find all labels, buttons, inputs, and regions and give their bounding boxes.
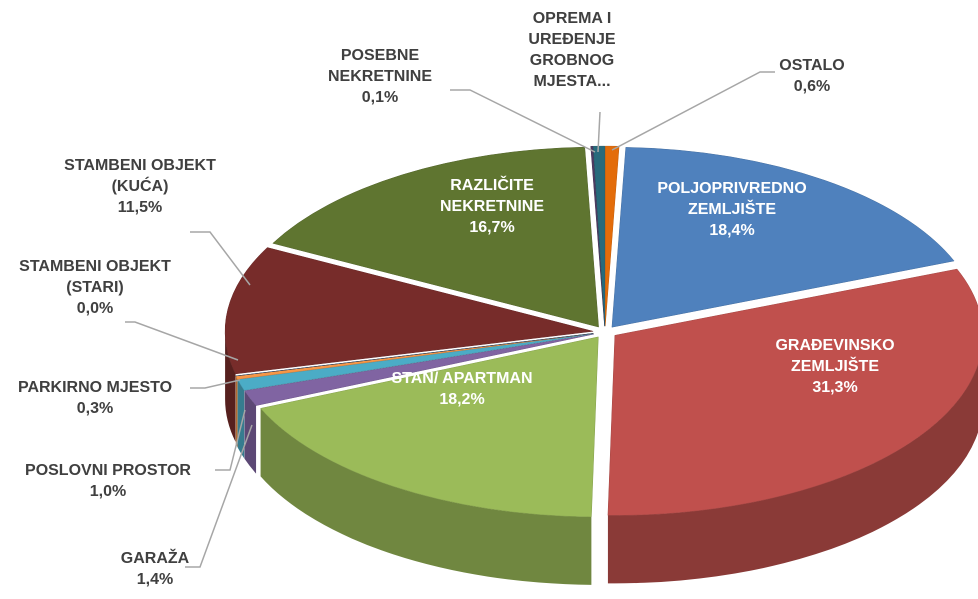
category-label: GARAŽA (120, 550, 190, 567)
slice (272, 146, 599, 328)
leader-line (190, 379, 241, 389)
leader-line (125, 321, 239, 361)
value-label: 1,0% (89, 483, 127, 500)
category-label: POSEBNE NEKRETNINE (327, 47, 432, 85)
value-label: 16,7% (469, 219, 515, 236)
category-label: OSTALO (779, 57, 845, 74)
category-label: POLJOPRIVREDNO ZEMLJIŠTE (657, 180, 807, 218)
slice-label: POSEBNE NEKRETNINE 0,1% (310, 45, 450, 108)
category-label: STAMBENI OBJEKT (STARI) (19, 258, 171, 296)
slice-side (237, 379, 245, 459)
slices (224, 145, 978, 585)
slice (611, 147, 955, 328)
value-label: 0,6% (793, 78, 831, 95)
slice (607, 268, 978, 516)
slice (244, 333, 594, 406)
leader-line (450, 89, 596, 153)
value-label: 31,3% (812, 379, 858, 396)
leader-line (190, 231, 251, 286)
slice-side (225, 331, 236, 442)
value-label: 18,4% (709, 222, 755, 239)
leader-line (185, 424, 253, 568)
slice-label: GRAĐEVINSKO ZEMLJIŠTE 31,3% (750, 335, 920, 398)
category-label: OPREMA I UREĐENJE GROBNOG MJESTA... (528, 10, 616, 90)
slice-side (244, 390, 257, 474)
slice (224, 247, 594, 375)
slice-side (607, 364, 978, 584)
category-label: STAMBENI OBJEKT (KUĆA) (64, 157, 216, 195)
slice-label: POSLOVNI PROSTOR 1,0% (3, 460, 213, 502)
value-label: 0,3% (76, 400, 114, 417)
slice-label: PARKIRNO MJESTO 0,3% (0, 377, 200, 419)
category-label: GRAĐEVINSKO ZEMLJIŠTE (775, 337, 895, 375)
value-label: 18,2% (439, 391, 485, 408)
category-label: STAN/ APARTMAN (391, 370, 533, 387)
leader-line (215, 409, 246, 471)
value-label: 0,1% (361, 89, 399, 106)
value-label: 0,0% (76, 300, 114, 317)
leader-line (597, 111, 601, 153)
leader-lines (125, 71, 775, 568)
slice-label: STAMBENI OBJEKT (STARI) 0,0% (0, 256, 200, 319)
slice-label: POLJOPRIVREDNO ZEMLJIŠTE 18,4% (637, 178, 827, 241)
slice-label: STAMBENI OBJEKT (KUĆA) 11,5% (35, 155, 245, 218)
slice-label: STAN/ APARTMAN 18,2% (387, 368, 537, 410)
slice (235, 333, 594, 377)
value-label: 1,4% (136, 571, 174, 588)
slice-label: GARAŽA 1,4% (105, 548, 205, 590)
slice-side (235, 376, 238, 448)
slice-label: OSTALO 0,6% (757, 55, 867, 97)
value-label: 11,5% (117, 199, 163, 216)
slice-label: OPREMA I UREĐENJE GROBNOG MJESTA... (512, 8, 632, 92)
category-label: RAZLIČITE NEKRETNINE (439, 177, 544, 215)
leader-line (611, 71, 775, 151)
slice-label: RAZLIČITE NEKRETNINE 16,7% (417, 175, 567, 238)
slice (260, 336, 599, 518)
slice-side (260, 408, 592, 585)
category-label: PARKIRNO MJESTO (17, 379, 173, 396)
category-label: POSLOVNI PROSTOR (25, 462, 191, 479)
